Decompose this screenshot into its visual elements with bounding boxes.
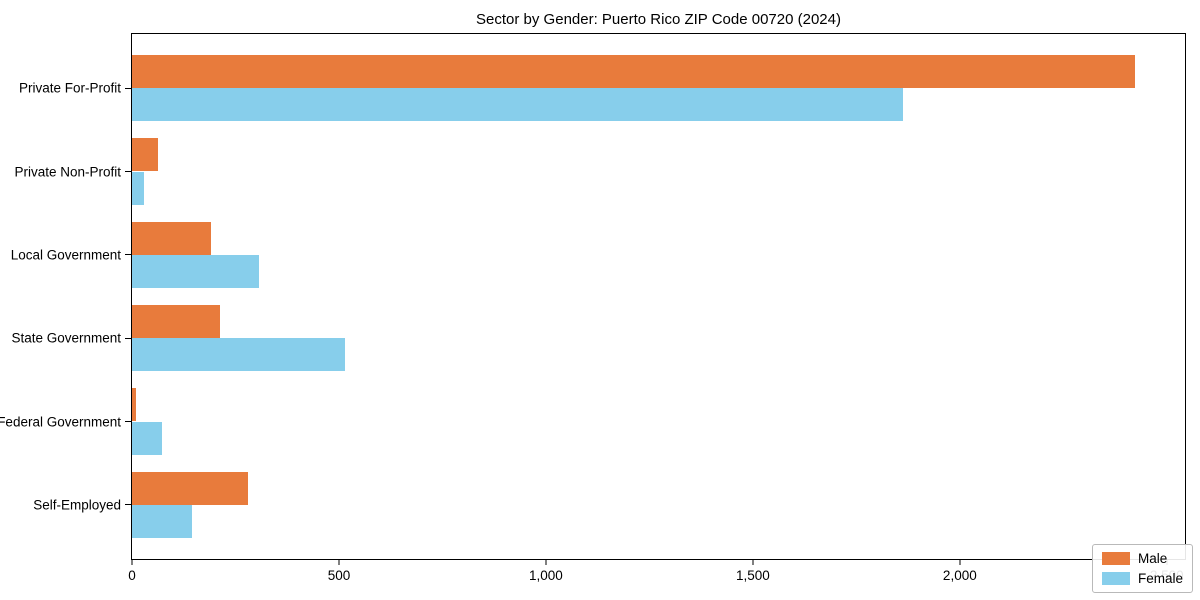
x-tick-mark: [131, 559, 133, 565]
y-axis-label-private-for-profit: Private For-Profit: [18, 80, 121, 96]
x-tick-label: 0: [128, 568, 136, 583]
y-tick-mark: [125, 337, 131, 339]
x-tick-mark: [545, 559, 547, 565]
y-tick-mark: [125, 421, 131, 422]
bar-female-state-government: [132, 338, 346, 372]
y-tick-mark: [125, 170, 131, 172]
x-tick-mark: [752, 559, 754, 565]
x-tick-label: 1,000: [529, 568, 563, 583]
y-tick-mark: [125, 504, 131, 506]
chart-title: Sector by Gender: Puerto Rico ZIP Code 0…: [476, 11, 841, 28]
bar-male-self-employed: [132, 471, 248, 505]
legend-entry-male: Male: [1101, 551, 1183, 566]
bar-male-federal-government: [132, 388, 136, 422]
legend-label-female: Female: [1137, 570, 1183, 586]
bar-female-local-government: [132, 254, 260, 289]
bar-female-private-non-profit: [132, 171, 145, 205]
bar-male-local-government: [132, 221, 212, 255]
bar-female-private-for-profit: [132, 88, 904, 122]
bar-female-self-employed: [132, 504, 193, 539]
bar-male-state-government: [132, 304, 220, 339]
y-axis-label-self-employed: Self-Employed: [33, 497, 121, 513]
x-tick-label: 2,000: [942, 568, 977, 583]
legend: Male Female: [1091, 544, 1193, 593]
legend-swatch-male: [1101, 552, 1130, 566]
legend-entry-female: Female: [1101, 570, 1183, 586]
y-axis-label-local-government: Local Government: [10, 247, 121, 263]
legend-swatch-female: [1101, 571, 1130, 585]
y-tick-mark: [125, 87, 131, 89]
x-tick-mark: [959, 559, 961, 565]
y-axis-label-federal-government: Federal Government: [0, 414, 121, 429]
bar-female-federal-government: [132, 421, 162, 455]
legend-label-male: Male: [1137, 551, 1168, 566]
y-axis-label-private-non-profit: Private Non-Profit: [14, 164, 121, 179]
bar-male-private-non-profit: [132, 138, 158, 172]
y-tick-mark: [125, 254, 131, 256]
x-tick-mark: [338, 559, 340, 565]
bar-male-private-for-profit: [132, 54, 1135, 89]
plot-area: Private For-Profit Private Non-Profit Loca…: [0, 33, 1186, 583]
x-tick-label: 500: [327, 568, 351, 583]
y-axis-label-state-government: State Government: [11, 330, 121, 346]
x-tick-label: 1,500: [735, 568, 770, 583]
